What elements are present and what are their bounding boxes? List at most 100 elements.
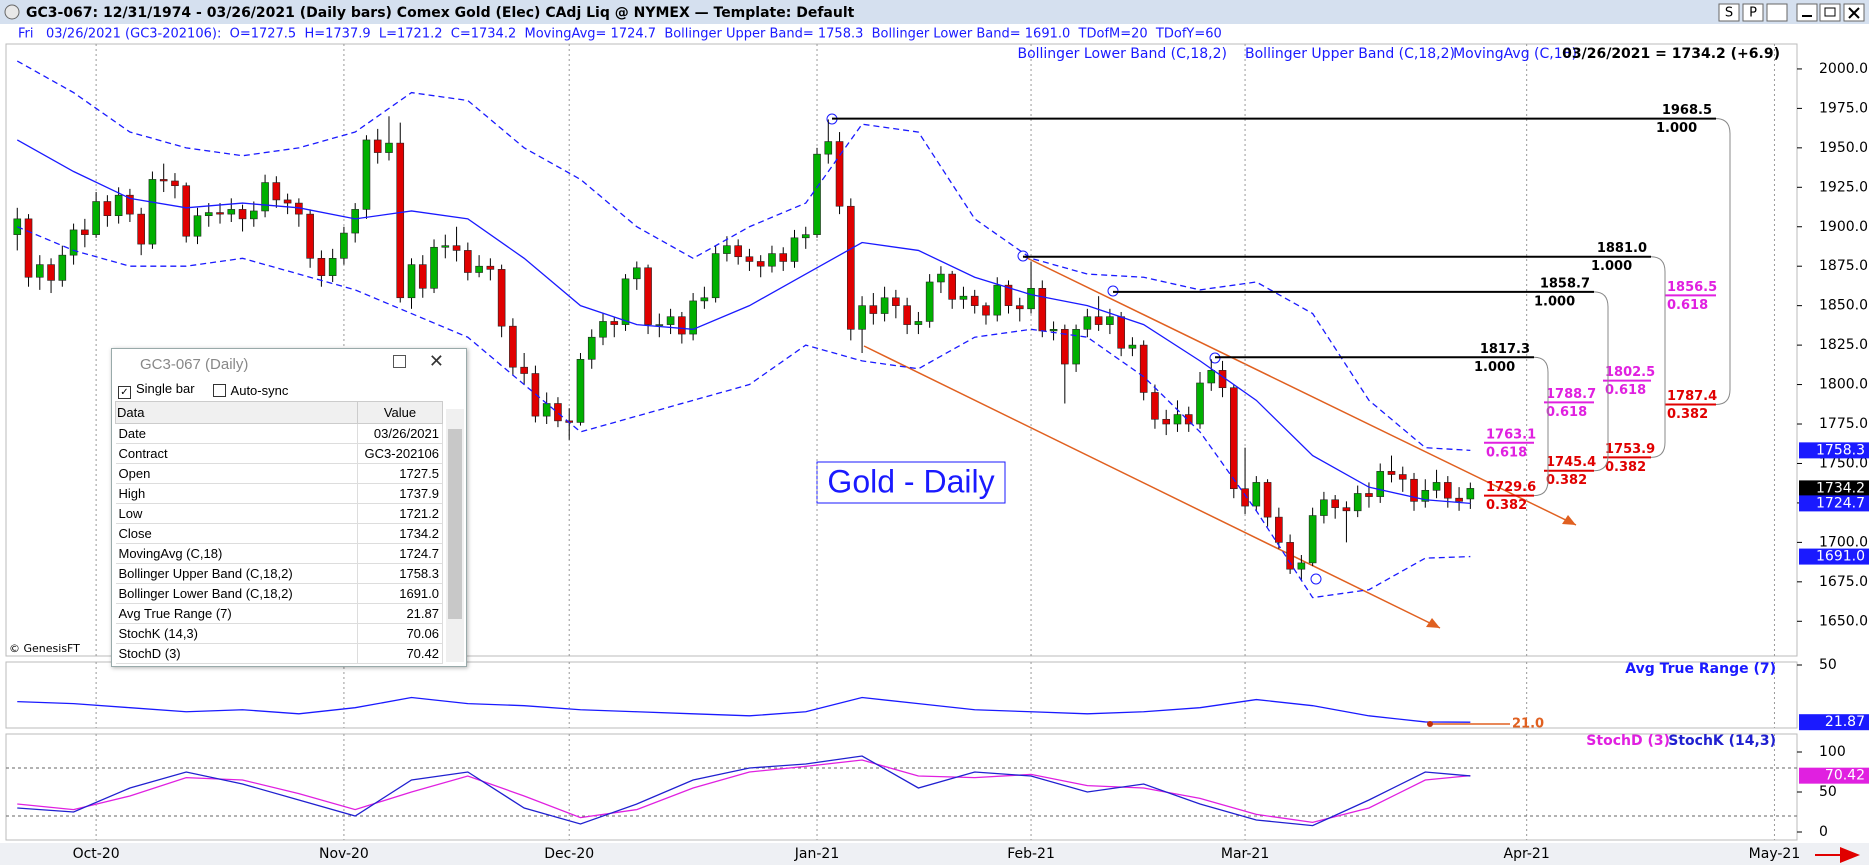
candle-body (351, 209, 359, 234)
fib-price: 1802.5 (1605, 365, 1655, 380)
button-restore[interactable] (1819, 3, 1841, 22)
candle-body (813, 153, 821, 235)
x-tick-label: Nov-20 (319, 846, 369, 862)
header: Value (357, 401, 443, 424)
y-tick-label: 50 (1819, 657, 1837, 673)
indicator-line (17, 696, 1471, 723)
header-row: Data Value (115, 401, 443, 424)
candle-body (892, 297, 900, 306)
fib-ratio: 0.618 (1605, 383, 1646, 398)
marker-label: 21.0 (1512, 716, 1544, 731)
candle-body (1072, 329, 1080, 365)
app-icon (4, 4, 20, 20)
indicator-line (16, 60, 1471, 452)
scrollbar[interactable] (446, 409, 464, 662)
candle-body (925, 281, 934, 322)
candle-body (216, 212, 224, 215)
button-s[interactable] (1718, 3, 1740, 22)
data-row: Close 1734.2 (115, 523, 443, 544)
candle-body (835, 141, 844, 207)
data-row: Low 1721.2 (115, 503, 443, 524)
candle-body (824, 141, 833, 155)
y-tick-label: 1925.0 (1819, 179, 1868, 195)
candle-body (1308, 515, 1317, 564)
window-buttons[interactable]: S P (1718, 3, 1865, 22)
indicator-line (16, 139, 1471, 505)
last-value-box (1799, 480, 1869, 497)
value-cell: 03/26/2021 (357, 423, 443, 444)
scroll-arrow[interactable] (1815, 847, 1860, 863)
candle-body (227, 209, 236, 215)
indicator-line (17, 755, 1471, 827)
button-label[interactable]: S (1725, 6, 1733, 21)
candle-body (700, 297, 709, 302)
last-value-label: 1758.3 (1816, 442, 1865, 458)
label-cell: Bollinger Lower Band (C,18,2) (115, 583, 358, 604)
option[interactable]: ✓ Single bar (118, 381, 195, 399)
y-tick-label: 1750.0 (1819, 455, 1868, 471)
candle-body (340, 232, 348, 259)
data-row: StochK (14,3) 70.06 (115, 623, 443, 644)
candle-body (182, 185, 191, 237)
maximize[interactable] (393, 355, 406, 368)
fib-price: 1745.4 (1546, 455, 1596, 470)
y-tick-label: 1800.0 (1819, 377, 1868, 393)
candle-body (644, 267, 652, 325)
label-cell: Date (115, 423, 358, 444)
button-pin[interactable] (1766, 3, 1788, 22)
candle-body (283, 199, 292, 204)
fib-price: 1968.5 (1662, 103, 1712, 118)
data-row: High 1737.9 (115, 483, 443, 504)
y-tick-label: 1975.0 (1819, 100, 1868, 116)
candle-body (858, 305, 866, 330)
fib-ratio: 1.000 (1656, 121, 1697, 136)
candle-body (407, 264, 416, 299)
candle-body (1004, 284, 1013, 306)
option[interactable]: Auto-sync (212, 382, 289, 398)
candle-body (869, 305, 878, 314)
label-cell: Close (115, 523, 358, 544)
button-label[interactable]: P (1749, 6, 1757, 21)
legend-entry: StochK (14,3) (1668, 733, 1776, 749)
fib-ratio: 0.618 (1546, 405, 1587, 420)
candle-body (655, 324, 664, 326)
candle-body (587, 336, 596, 360)
button-p[interactable] (1742, 3, 1764, 22)
data-window[interactable]: GC3-067 (Daily) ✕ ✓ Single bar Auto-sync … (111, 348, 467, 667)
candle-body (768, 253, 776, 267)
candle-body (114, 194, 123, 217)
candle-body (1331, 499, 1339, 508)
data-row: Avg True Range (7) 21.87 (115, 603, 443, 624)
candle-body (1128, 344, 1137, 349)
fib-bracket (1715, 118, 1731, 405)
data-row: MovingAvg (C,18) 1724.7 (115, 543, 443, 564)
legend-entry: Bollinger Upper Band (C,18,2) (1245, 46, 1455, 62)
candle-body (497, 269, 506, 327)
fib-price: 1817.3 (1480, 342, 1530, 357)
title-bar (0, 0, 1869, 24)
candle-body (1410, 478, 1418, 502)
fib-ratio: 1.000 (1534, 294, 1575, 309)
candle-body (982, 305, 990, 316)
fib-ratio: 1.000 (1474, 360, 1515, 375)
candle-body (1353, 493, 1362, 512)
fib-price: 1787.4 (1667, 389, 1717, 404)
candle-body (745, 256, 754, 262)
last-value-box (1799, 767, 1869, 784)
fib-ratio: 0.382 (1486, 498, 1527, 513)
option-label[interactable]: Auto-sync (230, 382, 289, 398)
legend-entry: MovingAvg (C,18) (1453, 46, 1577, 62)
fib-ratio: 0.382 (1605, 460, 1646, 475)
y-tick-label: 1675.0 (1819, 574, 1868, 590)
candle-body (711, 253, 720, 299)
button-minimize[interactable] (1796, 3, 1818, 22)
candle-body (993, 284, 1002, 316)
close[interactable]: ✕ (428, 351, 444, 371)
value-cell: 1721.2 (357, 503, 443, 524)
candle-body (1061, 329, 1069, 365)
option-label[interactable]: Single bar (136, 381, 195, 396)
candle-body (24, 218, 33, 278)
info-text: 03/26/2021 (GC3-202106): O=1727.5 H=1737… (46, 27, 1222, 42)
x-tick-label: Feb-21 (1007, 846, 1055, 862)
x-tick-label: Jan-21 (794, 846, 839, 862)
